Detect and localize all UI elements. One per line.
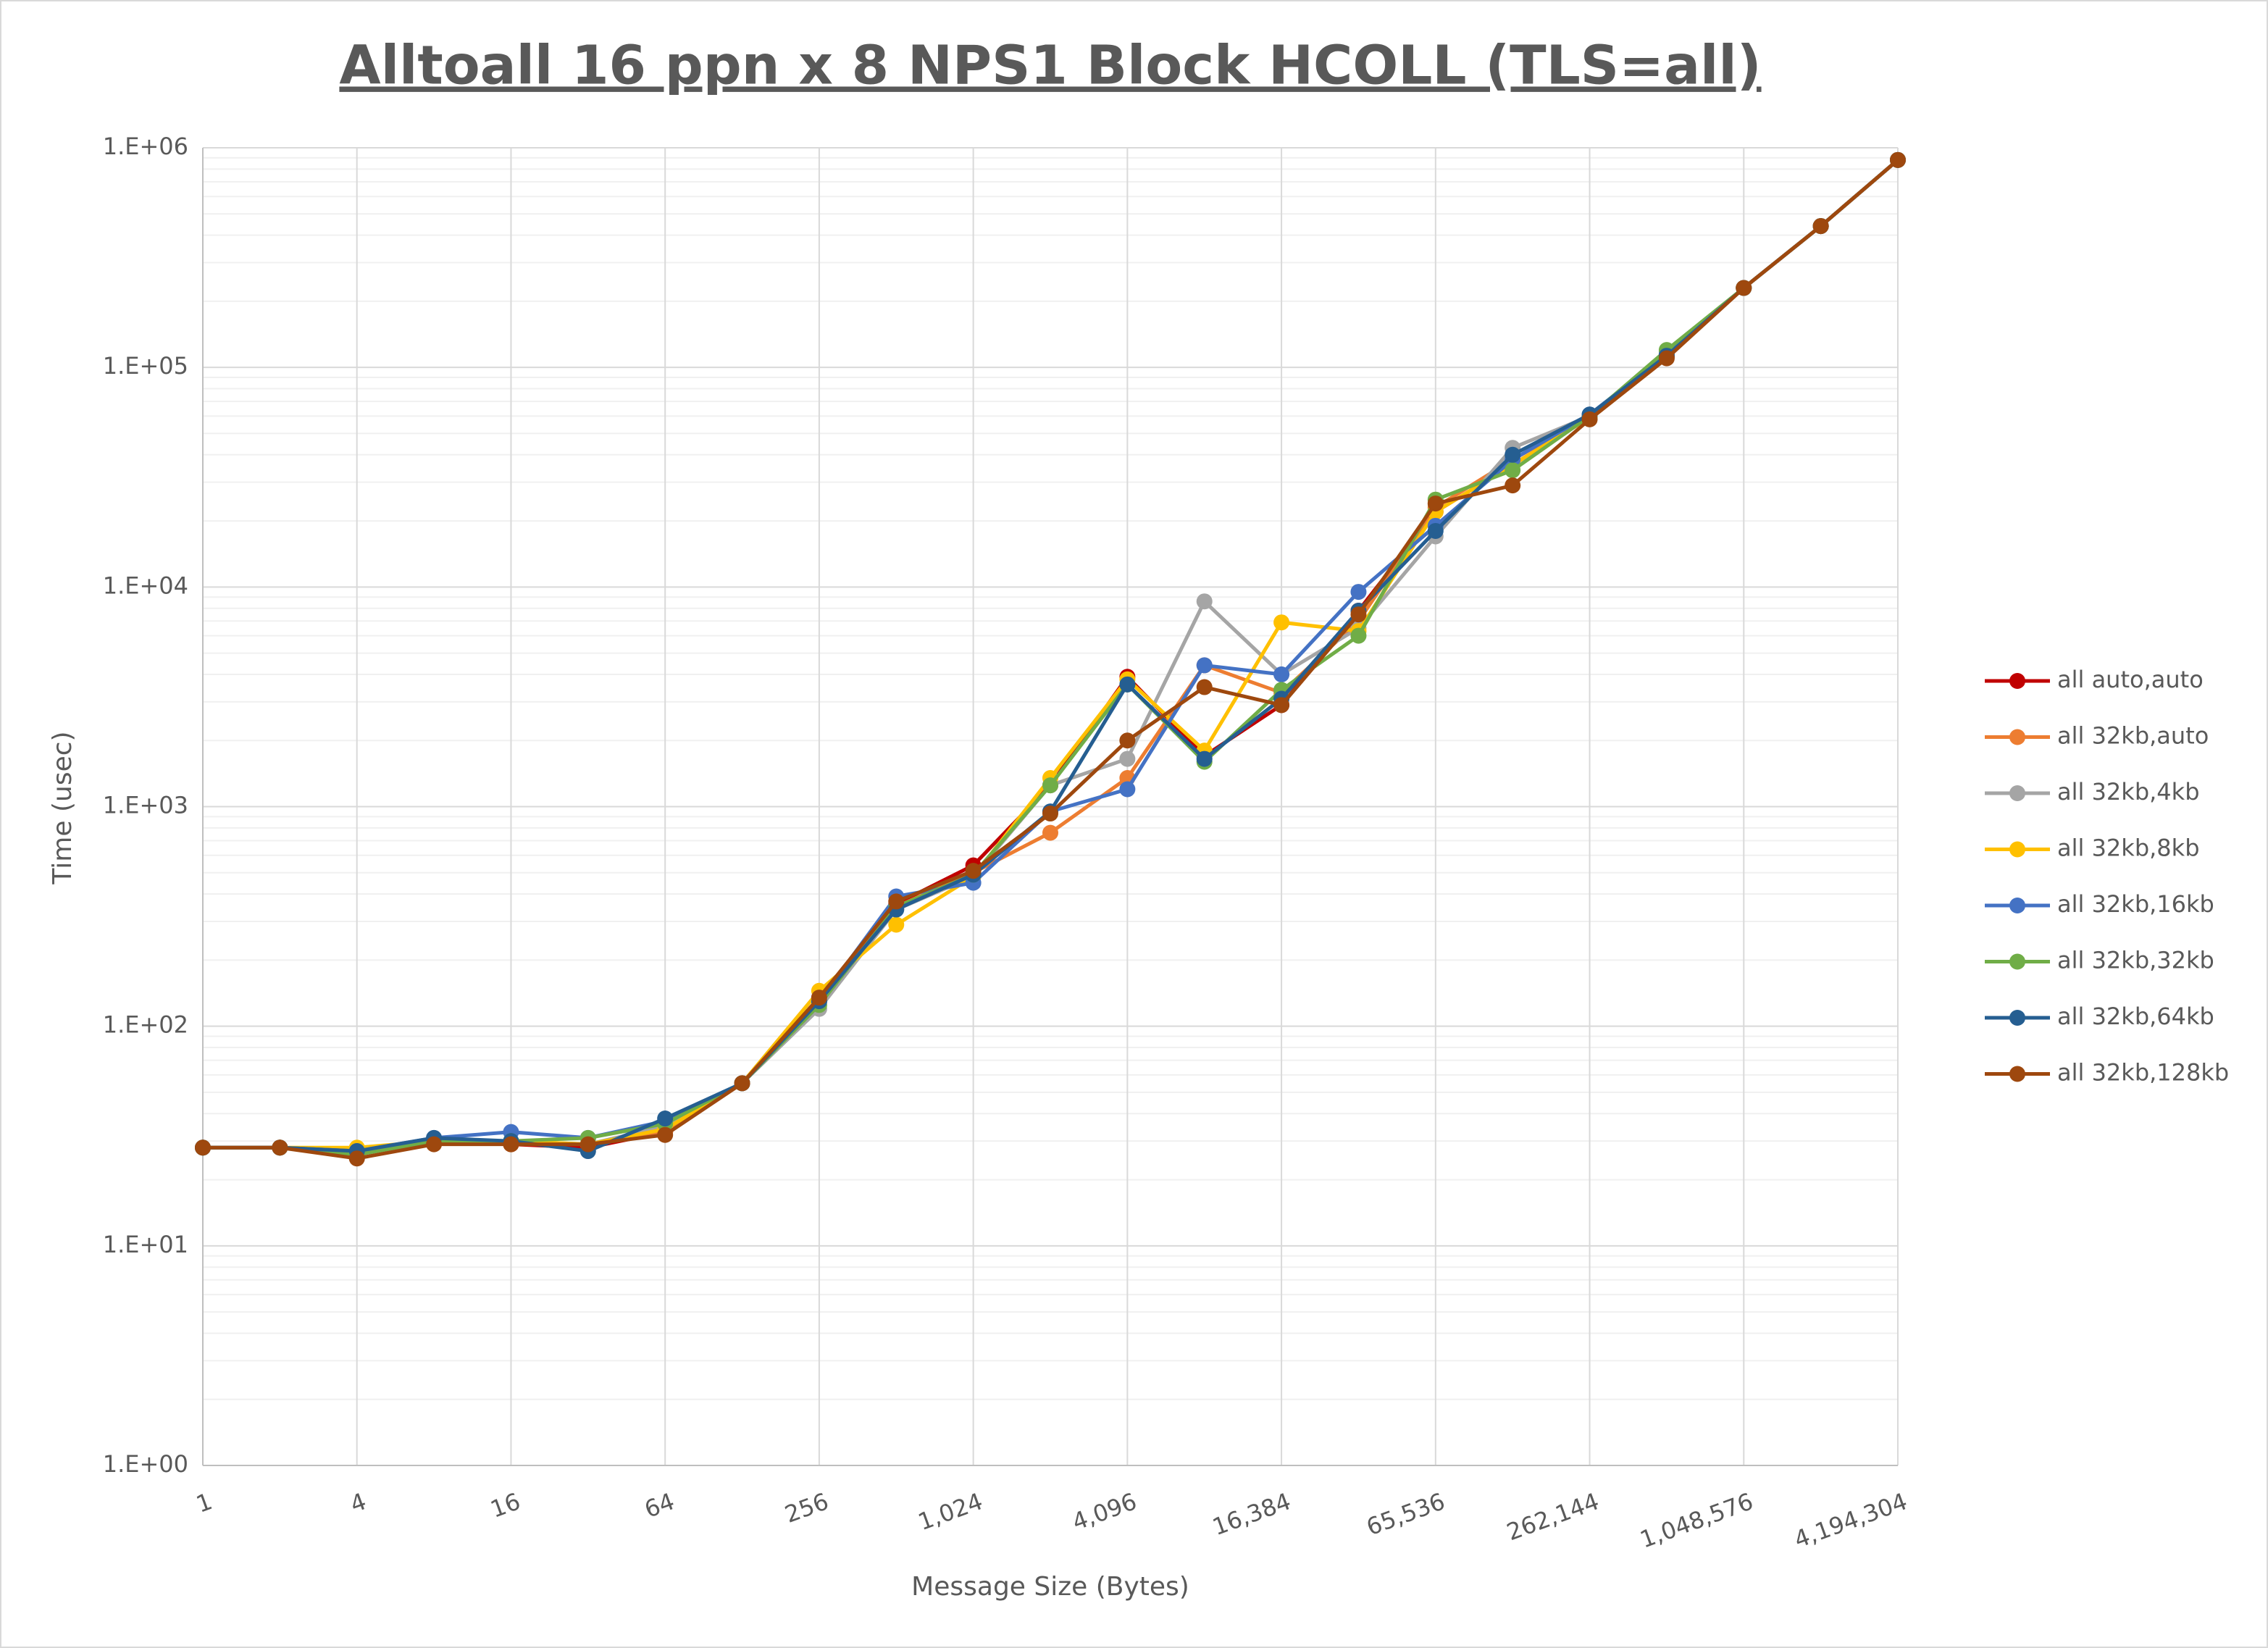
data-point [1273, 614, 1290, 631]
data-point [1119, 750, 1136, 767]
y-tick-label: 1.E+03 [103, 792, 188, 819]
data-point [1427, 495, 1444, 512]
data-point [1196, 679, 1213, 695]
x-axis-label: Message Size (Bytes) [911, 1572, 1189, 1602]
y-tick-label: 1.E+02 [103, 1011, 188, 1039]
data-point [888, 893, 905, 910]
data-point [1273, 697, 1290, 714]
legend-marker [2009, 1066, 2025, 1082]
data-point [1658, 350, 1675, 367]
data-point [1196, 657, 1213, 674]
data-point [965, 863, 982, 879]
data-point [1119, 676, 1136, 693]
data-point [1042, 824, 1058, 841]
y-axis-label: Time (usec) [48, 731, 78, 884]
data-point [1196, 750, 1213, 767]
legend-label: all 32kb,64kb [2057, 1003, 2214, 1030]
y-tick-label: 1.E+05 [103, 352, 188, 380]
legend-marker [2009, 729, 2025, 745]
data-point [1042, 777, 1058, 794]
data-point [1812, 218, 1829, 235]
legend-label: all 32kb,8kb [2057, 835, 2200, 862]
chart-title: Alltoall 16 ppn x 8 NPS1 Block HCOLL (TL… [339, 35, 1761, 97]
data-point [1273, 666, 1290, 682]
y-tick-label: 1.E+01 [103, 1231, 188, 1258]
legend-marker [2009, 673, 2025, 689]
data-point [1736, 280, 1752, 296]
legend-label: all 32kb,16kb [2057, 890, 2214, 918]
data-point [1119, 732, 1136, 749]
data-point [1119, 781, 1136, 798]
data-point [1042, 806, 1058, 822]
data-point [195, 1139, 211, 1156]
data-point [1350, 627, 1367, 644]
data-point [734, 1075, 750, 1092]
data-point [1350, 584, 1367, 601]
legend-marker [2009, 1010, 2025, 1026]
data-point [348, 1150, 365, 1167]
data-point [1505, 477, 1521, 494]
legend-label: all 32kb,32kb [2057, 947, 2214, 974]
data-point [579, 1136, 596, 1153]
data-point [811, 990, 827, 1006]
data-point [1581, 411, 1598, 427]
legend-label: all 32kb,4kb [2057, 778, 2200, 806]
legend-label: all 32kb,auto [2057, 722, 2209, 750]
y-tick-label: 1.E+04 [103, 572, 188, 599]
legend-marker [2009, 953, 2025, 970]
data-point [1350, 606, 1367, 623]
data-point [1890, 151, 1906, 168]
legend-marker [2009, 841, 2025, 858]
data-point [1505, 462, 1521, 479]
data-point [272, 1139, 288, 1156]
data-point [657, 1110, 674, 1127]
legend-label: all auto,auto [2057, 666, 2204, 693]
y-tick-label: 1.E+00 [103, 1450, 188, 1478]
y-tick-label: 1.E+06 [103, 133, 188, 160]
data-point [503, 1136, 519, 1153]
legend-marker [2009, 898, 2025, 913]
data-point [426, 1136, 443, 1153]
data-point [1427, 522, 1444, 539]
legend-marker [2009, 785, 2025, 801]
data-point [1196, 593, 1213, 610]
data-point [888, 916, 905, 933]
legend-label: all 32kb,128kb [2057, 1059, 2229, 1087]
data-point [1505, 446, 1521, 463]
data-point [657, 1126, 674, 1143]
